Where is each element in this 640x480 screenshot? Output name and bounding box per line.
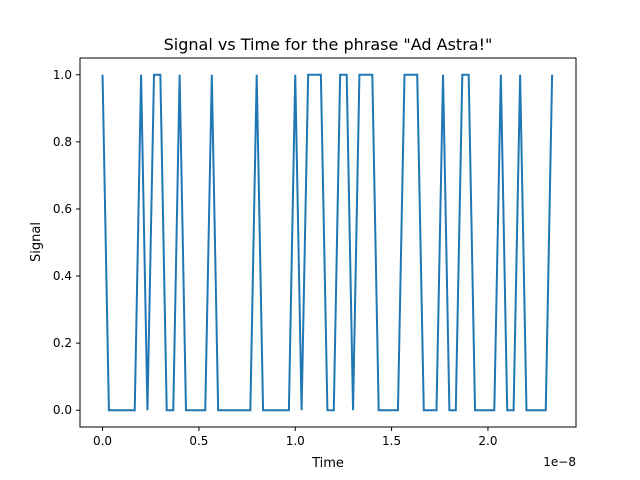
x-tick-label: 0.0	[93, 434, 112, 448]
y-tick-label: 0.0	[53, 403, 72, 417]
x-tick-label: 1.5	[382, 434, 401, 448]
y-tick-label: 0.2	[53, 336, 72, 350]
signal-series-line	[101, 73, 554, 412]
x-tick-label: 2.0	[478, 434, 497, 448]
chart-title: Signal vs Time for the phrase "Ad Astra!…	[164, 35, 493, 54]
x-tick-label: 1.0	[286, 434, 305, 448]
y-tick-label: 1.0	[53, 68, 72, 82]
x-tick-label: 0.5	[189, 434, 208, 448]
y-tick-label: 0.8	[53, 135, 72, 149]
y-tick-label: 0.4	[53, 269, 72, 283]
y-tick-label: 0.6	[53, 202, 72, 216]
x-axis-offset-label: 1e−8	[543, 455, 576, 469]
y-axis-label: Signal	[29, 222, 44, 262]
x-axis: 0.0 0.5 1.0 1.5 2.0	[93, 427, 497, 448]
plot-area: 0.0 0.5 1.0 1.5 2.0 0.0 0.2 0.4 0.6 0.8 1.0	[53, 57, 577, 448]
x-axis-label: Time	[311, 456, 344, 471]
series-layer	[101, 73, 554, 412]
axes-frame	[79, 57, 577, 428]
y-axis: 0.0 0.2 0.4 0.6 0.8 1.0	[53, 68, 80, 417]
